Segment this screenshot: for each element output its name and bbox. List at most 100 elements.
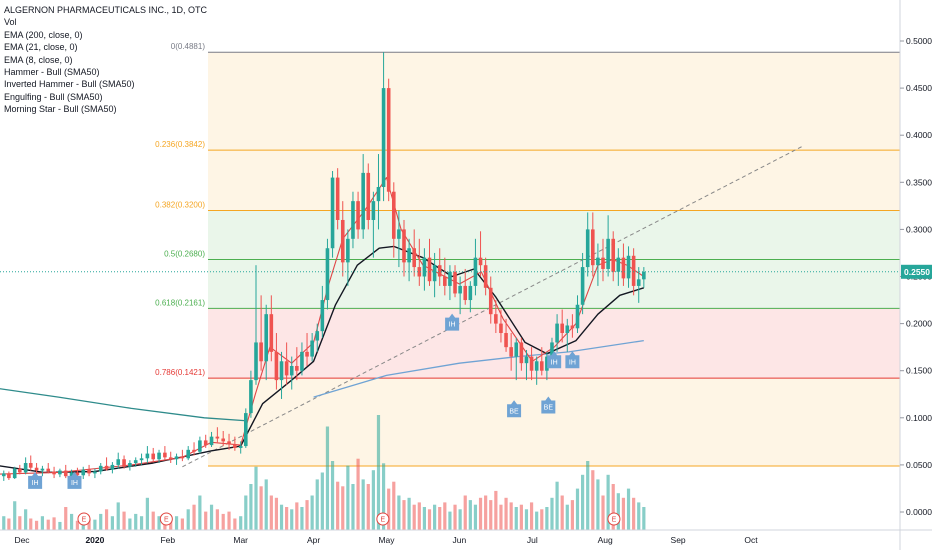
candle-body [575, 304, 580, 329]
volume-bar [227, 511, 231, 530]
volume-bar [591, 470, 595, 530]
candle-body [192, 449, 196, 452]
volume-bar [122, 511, 126, 530]
legend-hammer: Hammer - Bull (SMA50) [4, 67, 100, 78]
volume-bar [484, 495, 488, 530]
volume-bar [433, 504, 437, 530]
earnings-marker [77, 512, 91, 526]
legend-title: ALGERNON PHARMACEUTICALS INC., 1D, OTC [4, 5, 208, 15]
volume-bar [468, 500, 472, 530]
volume-bar [570, 500, 574, 530]
candle-body [417, 267, 422, 277]
candle-body [361, 172, 365, 230]
candle-body [209, 436, 214, 446]
volume-bar [64, 507, 68, 530]
volume-bar [499, 504, 503, 530]
legend-inverted-hammer: Inverted Hammer - Bull (SMA50) [4, 79, 135, 90]
candle-body [524, 356, 529, 364]
volume-bar [621, 497, 626, 530]
candle-body [279, 361, 284, 381]
candle-body [381, 88, 386, 188]
pattern-marker [565, 351, 580, 369]
volume-bar [290, 509, 294, 530]
volume-bar [315, 479, 319, 530]
volume-bar [341, 486, 345, 530]
pattern-markers[interactable]: IH IH IH BE BE IH IH [28, 313, 580, 489]
pattern-marker [507, 400, 522, 418]
volume-bar [209, 504, 214, 530]
volume-bar [581, 474, 585, 530]
volume-bar [128, 518, 132, 530]
candle-body [18, 468, 22, 473]
volume-bar [180, 518, 184, 530]
volume-bar [458, 509, 462, 530]
candle-body [636, 279, 641, 286]
volume-bar [134, 513, 138, 530]
candle-body [601, 257, 605, 269]
candle-body [565, 325, 570, 334]
legend-engulfing: Engulfing - Bull (SMA50) [4, 91, 103, 102]
candle-body [46, 468, 51, 472]
fib-zone [208, 52, 900, 151]
volume-bar [596, 479, 600, 530]
volume-bar [381, 463, 386, 530]
volume-bar [320, 472, 324, 530]
earnings-marker-label: E [612, 517, 617, 524]
volume-bar [371, 470, 375, 530]
candle-body [186, 449, 191, 459]
candle-body [93, 471, 97, 474]
candle-body [626, 255, 631, 279]
candle-body [529, 356, 534, 371]
legend: ALGERNON PHARMACEUTICALS INC., 1D, OTC V… [4, 4, 207, 116]
candles[interactable] [0, 52, 646, 485]
time-tick-label: Aug [598, 535, 613, 545]
candle-body [437, 265, 442, 277]
candle-body [1, 473, 6, 477]
volume-bar [376, 415, 381, 530]
volume-bar [24, 509, 28, 530]
volume-bar [514, 507, 518, 530]
earnings-marker [607, 512, 621, 526]
pattern-marker-label: BE [544, 404, 554, 411]
candle-body [606, 238, 610, 269]
volume-bar [560, 495, 564, 530]
candle-body [351, 201, 355, 239]
candle-body [483, 265, 488, 288]
fib-level-label: 0.618(0.2161) [155, 298, 205, 307]
volume-bar [192, 504, 196, 530]
candle-body [478, 257, 483, 266]
fib-level-label: 0.382(0.3200) [155, 201, 205, 210]
candle-body [157, 452, 161, 460]
volume-bar [169, 518, 173, 530]
fib-level-label: 0.5(0.2680) [164, 250, 205, 259]
candle-body [499, 323, 503, 334]
candle-body [254, 342, 258, 381]
candle-body [386, 88, 391, 192]
candle-body [550, 342, 554, 357]
volume-bars [2, 415, 646, 530]
candle-body [264, 314, 269, 362]
volume-bar [239, 516, 243, 530]
candle-body [244, 413, 248, 447]
volume-bar [58, 521, 62, 530]
volume-bar [555, 481, 559, 530]
volume-bar [632, 497, 636, 530]
pattern-marker [541, 396, 556, 414]
candle-body [642, 271, 646, 280]
volume-bar [233, 518, 237, 530]
time-tick-label: Dec [14, 535, 30, 545]
candle-body [180, 456, 185, 459]
volume-bar [285, 507, 289, 530]
volume-bar [519, 504, 523, 530]
pattern-marker [67, 471, 82, 489]
candle-body [402, 229, 406, 263]
candle-body [295, 365, 299, 371]
candle-body [555, 323, 559, 343]
time-tick-label: Mar [233, 535, 248, 545]
volume-bar [204, 511, 208, 530]
earnings-marker-label: E [82, 517, 87, 524]
candle-body [87, 469, 91, 474]
